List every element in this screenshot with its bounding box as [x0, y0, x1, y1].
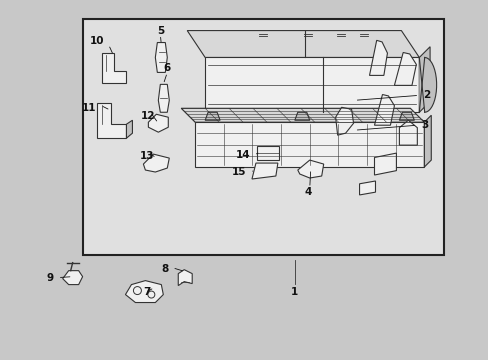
Polygon shape	[369, 40, 386, 75]
Polygon shape	[251, 163, 277, 179]
Polygon shape	[143, 154, 169, 172]
Polygon shape	[374, 153, 396, 175]
Polygon shape	[178, 270, 192, 285]
Polygon shape	[195, 122, 424, 167]
Polygon shape	[335, 107, 353, 135]
Polygon shape	[399, 120, 416, 145]
Text: 12: 12	[141, 111, 155, 121]
Polygon shape	[155, 42, 167, 72]
Text: 11: 11	[82, 103, 96, 113]
Text: 13: 13	[140, 151, 154, 161]
Polygon shape	[96, 103, 126, 138]
Text: 9: 9	[46, 273, 54, 283]
Polygon shape	[205, 58, 419, 112]
Bar	[82, 19, 443, 255]
Text: 8: 8	[161, 264, 168, 274]
Text: 3: 3	[421, 120, 427, 130]
Polygon shape	[399, 112, 413, 120]
Polygon shape	[125, 280, 163, 302]
Polygon shape	[205, 112, 220, 120]
Polygon shape	[158, 84, 169, 112]
Text: 7: 7	[142, 287, 150, 297]
Text: 10: 10	[90, 36, 104, 46]
Polygon shape	[294, 112, 309, 120]
Polygon shape	[424, 115, 430, 167]
Polygon shape	[62, 271, 82, 285]
Polygon shape	[374, 95, 394, 125]
Text: 15: 15	[231, 167, 245, 177]
Text: 1: 1	[290, 287, 298, 297]
Polygon shape	[256, 146, 278, 160]
Polygon shape	[297, 160, 323, 178]
Polygon shape	[148, 114, 168, 132]
Polygon shape	[187, 31, 419, 58]
Polygon shape	[359, 181, 375, 195]
Polygon shape	[126, 120, 132, 138]
Text: 5: 5	[156, 26, 163, 36]
Polygon shape	[102, 54, 126, 84]
Polygon shape	[181, 108, 424, 122]
Text: 14: 14	[235, 150, 249, 160]
Polygon shape	[419, 47, 429, 112]
Text: 6: 6	[163, 63, 171, 73]
Polygon shape	[419, 58, 436, 112]
Text: 2: 2	[423, 90, 429, 100]
Text: 4: 4	[304, 187, 311, 197]
Polygon shape	[394, 53, 415, 85]
